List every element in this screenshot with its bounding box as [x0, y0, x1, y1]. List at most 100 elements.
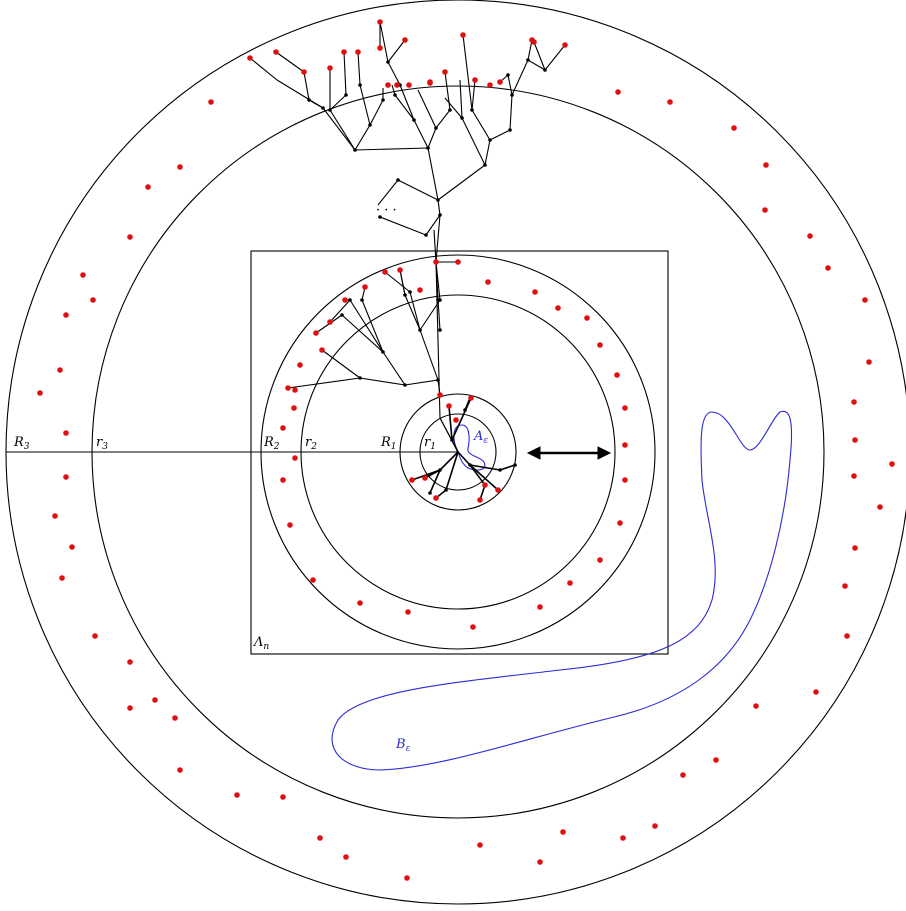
red-dot	[382, 269, 388, 275]
tree-node	[340, 313, 344, 317]
red-dot	[234, 792, 240, 798]
red-dot	[680, 772, 686, 778]
label-R3: R3	[13, 435, 30, 452]
double-arrow	[528, 447, 610, 459]
tree-edge	[428, 128, 436, 148]
red-dot	[355, 49, 361, 55]
red-dot	[468, 395, 474, 401]
tree-edge	[512, 60, 528, 95]
tree-edge	[288, 378, 360, 388]
tree-edge	[438, 165, 485, 200]
tree-edge	[360, 378, 405, 385]
tree-node	[506, 73, 510, 77]
red-dot	[422, 475, 428, 481]
label-r3: r3	[96, 435, 108, 452]
red-dot	[145, 184, 151, 190]
red-dot	[280, 794, 286, 800]
red-dot	[487, 82, 493, 88]
red-dot	[301, 69, 307, 75]
tree-node	[438, 213, 442, 217]
tree-edge	[380, 217, 426, 235]
tree-node	[543, 68, 547, 72]
red-dot	[446, 403, 452, 409]
label-lambda-n: Λn	[253, 635, 269, 652]
red-dot	[152, 697, 158, 703]
label-r1: r1	[424, 435, 436, 452]
red-dot	[537, 859, 543, 865]
red-dot	[208, 99, 214, 105]
red-dot	[341, 49, 347, 55]
tree-edge	[490, 130, 510, 140]
red-dot	[531, 39, 537, 45]
red-dot	[667, 99, 673, 105]
tree-edge	[445, 72, 450, 110]
red-dot	[397, 267, 403, 273]
red-dot	[292, 387, 298, 393]
red-dot	[404, 875, 410, 881]
red-dot	[652, 823, 658, 829]
tree-node	[353, 148, 357, 152]
tree-edge	[398, 180, 438, 200]
label-r2: r2	[305, 435, 317, 452]
tree-edge	[323, 108, 355, 150]
tree-edge	[400, 85, 414, 120]
tree-node	[498, 468, 502, 472]
red-dot	[52, 513, 58, 519]
label-R1: R1	[380, 435, 397, 452]
red-dot	[394, 82, 400, 88]
red-dot	[317, 835, 323, 841]
red-dot	[402, 37, 408, 43]
red-dot	[567, 580, 573, 586]
tree-node	[436, 298, 440, 302]
tree-edge	[438, 200, 440, 215]
tree-node	[510, 93, 514, 97]
tree-node	[438, 328, 442, 332]
tree-node	[307, 98, 311, 102]
tree-edge	[330, 95, 346, 110]
tree-edge	[438, 300, 440, 330]
tree-edge	[436, 110, 450, 128]
tree-node	[381, 350, 385, 354]
red-dot	[127, 705, 133, 711]
red-dot	[92, 633, 98, 639]
red-dot	[327, 65, 333, 71]
red-dot	[405, 609, 411, 615]
red-dot	[342, 297, 348, 303]
tree-edge	[500, 465, 515, 470]
tree-edge	[330, 110, 355, 150]
red-dot	[753, 703, 759, 709]
tree-node	[470, 108, 474, 112]
red-dot	[427, 79, 433, 85]
tree-edge	[380, 22, 388, 62]
red-dot	[442, 69, 448, 75]
red-dot	[482, 482, 488, 488]
tree-node	[328, 108, 332, 112]
tree-edge	[385, 272, 410, 292]
tree-edge	[420, 330, 438, 380]
red-dot	[620, 835, 626, 841]
tree-edge	[358, 52, 360, 85]
red-dot	[37, 390, 43, 396]
red-dot	[319, 347, 325, 353]
red-dot	[532, 289, 538, 295]
red-dot	[495, 487, 501, 493]
red-dot	[560, 829, 566, 835]
tree-edge	[405, 380, 438, 385]
red-dot	[851, 473, 857, 479]
red-dot	[297, 362, 303, 368]
red-dot	[485, 279, 491, 285]
red-dot	[385, 82, 391, 88]
tree-edge	[250, 58, 277, 80]
red-dot	[597, 557, 603, 563]
tree-node	[348, 298, 352, 302]
tree-node	[508, 128, 512, 132]
red-dot	[470, 624, 476, 630]
red-dots	[37, 19, 895, 881]
tree-node	[428, 491, 432, 495]
tree-node	[386, 60, 390, 64]
red-dot	[172, 715, 178, 721]
tree-edge	[304, 72, 309, 100]
red-dot	[866, 359, 872, 365]
red-dot	[357, 600, 363, 606]
